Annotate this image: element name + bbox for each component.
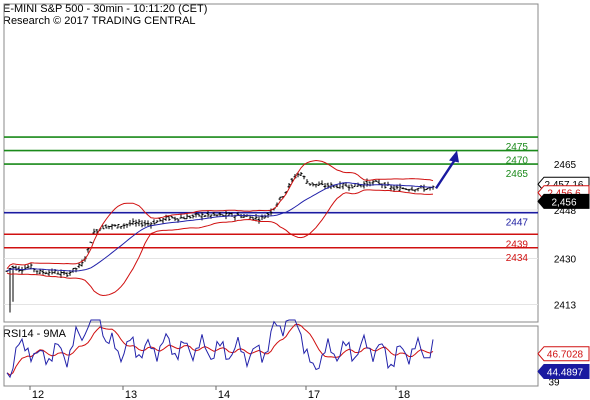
rsi-ma-line [6,323,434,376]
y-tick-label: 2413 [554,300,577,311]
level-label-2447: 2447 [506,218,529,229]
level-label-2470: 2470 [506,156,529,167]
forecast-arrowhead [449,150,459,163]
rsi-tag-label: 44.4897 [547,367,584,378]
rsi-line [6,319,434,379]
forecast-arrow [434,158,457,190]
chart-subtitle: Research © 2017 TRADING CENTRAL [3,15,196,27]
x-tick-label: 14 [218,389,230,400]
rsi-tag-label: 46.7028 [547,350,584,361]
level-label-2475: 2475 [506,142,529,153]
level-label-2465: 2465 [506,169,529,180]
x-tick-label: 12 [32,389,44,400]
rsi-tag [537,346,590,362]
y-tick-label: 2465 [554,160,577,171]
rsi-title: RSI14 - 9MA [3,328,67,340]
rsi-tag [537,363,590,379]
bollinger-lower [6,189,434,297]
level-label-2434: 2434 [506,253,529,264]
main-panel: 2413 2430 2448 2465 2475 2470 2465 2447 2439 2434… [3,3,590,323]
chart-title: E-MINI S&P 500 - 30min - 10:11:20 (CET) [3,3,207,15]
level-label-2439: 2439 [506,239,529,250]
x-tick-label: 17 [308,389,320,400]
x-tick-label: 13 [125,389,137,400]
rsi-frame [3,325,539,387]
y-tick-label: 2448 [554,206,577,217]
candles [5,171,435,313]
price-tag-label: 2,456 [551,197,576,208]
price-tag [537,193,590,209]
moving-average [6,182,434,272]
main-frame [3,3,539,323]
x-tick-label: 18 [398,389,410,400]
y-tick-label: 2430 [554,255,577,266]
rsi-y-tick-label: 39 [548,378,560,389]
bollinger-upper [6,159,434,270]
